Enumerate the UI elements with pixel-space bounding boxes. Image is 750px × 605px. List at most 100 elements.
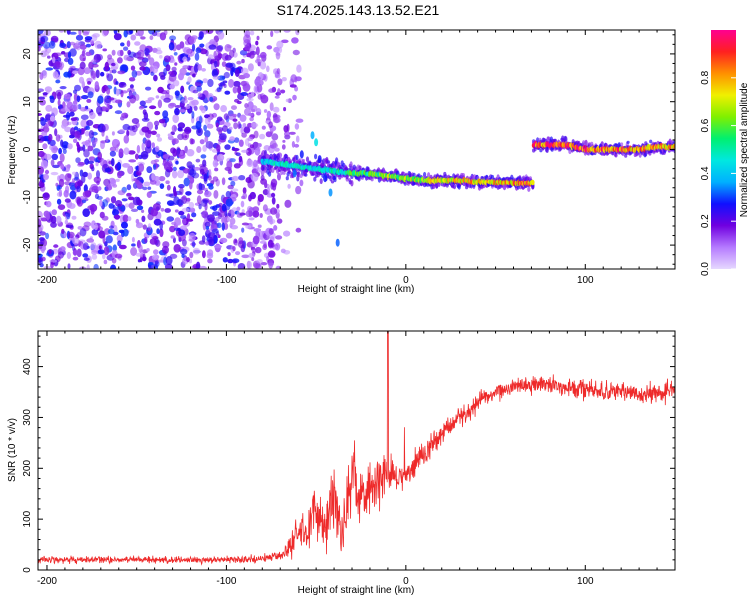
spectrogram-x-tick-label: -100 (216, 275, 236, 286)
spectrogram-ridge-halo (333, 175, 337, 180)
spectrogram-noise-cell (187, 97, 194, 101)
spectrogram-noise-cell (265, 131, 273, 138)
spectrogram-noise-cell (246, 260, 252, 269)
spectrogram-noise-cell (162, 110, 169, 119)
spectrogram-noise-cell (266, 110, 272, 119)
spectrogram-noise-cell (272, 106, 280, 113)
spectrogram-noise-cell (233, 122, 238, 130)
spectrogram-noise-cell (163, 161, 171, 171)
spectrogram-noise-cell (150, 130, 157, 135)
spectrogram-noise-cell (40, 35, 49, 43)
spectrogram-noise-cell (42, 179, 46, 183)
spectrogram-ridge-halo (649, 139, 653, 144)
spectrogram-ridge-halo (366, 166, 370, 172)
spectrogram-noise-cell (225, 190, 231, 198)
spectrogram-noise-cell (102, 253, 106, 260)
spectrogram-noise-cell (273, 46, 280, 53)
snr-x-tick-label: 0 (403, 576, 409, 587)
spectrogram-noise-cell (54, 128, 58, 137)
spectrogram-noise-cell (101, 130, 105, 137)
spectrogram-noise-cell (53, 244, 59, 248)
spectrogram-noise-cell (268, 218, 276, 224)
spectrogram-noise-cell (141, 142, 145, 152)
spectrogram-noise-cell (201, 210, 209, 219)
spectrogram-noise-cell (78, 30, 82, 36)
spectrogram-noise-cell (242, 187, 247, 194)
spectrogram-noise-cell (256, 259, 263, 264)
spectrogram-noise-cell (90, 242, 97, 250)
spectrogram-noise-cell (62, 148, 67, 154)
spectrogram-noise-cell (82, 31, 90, 36)
spectrogram-noise-cell (239, 114, 247, 122)
spectrogram-noise-cell (147, 130, 152, 134)
spectrogram-noise-cell (102, 235, 106, 244)
spectrogram-noise-cell (149, 238, 158, 245)
spectrogram-ridge-halo (330, 180, 335, 184)
spectrogram-noise-cell (146, 191, 152, 198)
spectrogram-noise-cell (81, 95, 89, 100)
spectrogram-ridge-halo (433, 174, 437, 178)
spectrogram-noise-cell (38, 46, 41, 52)
spectrogram-noise-cell (171, 124, 177, 133)
spectrogram-noise-cell (217, 153, 225, 162)
spectrogram-noise-cell (191, 43, 196, 52)
spectrogram-noise-cell (199, 43, 205, 48)
spectrogram-noise-cell (111, 69, 117, 74)
spectrogram-noise-cell (131, 236, 135, 243)
spectrogram-noise-cell (44, 169, 50, 175)
spectrogram-noise-cell (45, 114, 52, 121)
spectrogram-noise-cell (44, 153, 52, 161)
spectrogram-noise-cell (244, 44, 251, 51)
spectrogram-noise-cell (171, 66, 177, 72)
spectrogram-noise-cell (248, 252, 255, 259)
spectrogram-noise-cell (61, 141, 69, 149)
snr-series-line (38, 331, 675, 566)
spectrogram-ridge-halo (620, 142, 624, 146)
spectrogram-noise-cell (78, 76, 85, 84)
spectrogram-noise-cell (182, 56, 188, 62)
spectrogram-noise-cell (58, 30, 64, 33)
spectrogram-noise-cell (221, 203, 227, 212)
spectrogram-noise-cell (212, 75, 220, 80)
spectrogram-noise-cell (50, 159, 55, 167)
spectrogram-noise-cell (108, 97, 115, 101)
spectrogram-noise-cell (102, 48, 107, 52)
spectrogram-noise-cell (207, 175, 212, 181)
spectrogram-noise-cell (160, 207, 165, 212)
spectrogram-noise-cell (236, 100, 242, 105)
spectrogram-noise-cell (76, 45, 81, 51)
spectrogram-noise-cell (271, 133, 279, 141)
spectrogram-noise-cell (75, 34, 84, 41)
spectrogram-noise-cell (128, 196, 135, 201)
spectrogram-noise-cell (83, 67, 91, 75)
spectrogram-noise-cell (66, 111, 70, 121)
spectrogram-noise-cell (49, 259, 58, 263)
spectrogram-noise-cell (178, 210, 185, 216)
spectrogram-noise-cell (187, 76, 192, 84)
spectrogram-noise-cell (209, 96, 214, 102)
spectrogram-noise-cell (143, 181, 151, 187)
spectrogram-noise-cell (49, 95, 54, 100)
spectrogram-noise-cell (83, 257, 90, 261)
spectrogram-noise-cell (242, 81, 250, 88)
spectrogram-noise-cell (75, 157, 81, 164)
spectrogram-noise-cell (45, 212, 50, 221)
spectrogram-noise-cell (126, 40, 131, 47)
spectrogram-noise-cell (156, 228, 160, 235)
spectrogram-noise-cell (180, 248, 188, 255)
spectrogram-y-tick-label: 10 (22, 96, 33, 108)
spectrogram-noise-cell (181, 99, 188, 104)
spectrogram-noise-cell (268, 228, 274, 235)
spectrogram-noise-cell (213, 244, 222, 249)
spectrogram-noise-cell (273, 117, 281, 124)
spectrogram-noise-cell (39, 99, 46, 106)
spectrogram-noise-cell (114, 165, 120, 169)
spectrogram-noise-cell (39, 136, 48, 142)
spectrogram-noise-cell (159, 32, 167, 41)
spectrogram-noise-cell (169, 84, 175, 90)
spectrogram-noise-cell (114, 110, 123, 115)
spectrogram-ridge-halo (624, 154, 628, 158)
spectrogram-noise-cell (203, 187, 208, 191)
spectrogram-noise-cell (289, 131, 296, 135)
spectrogram-noise-cell (199, 31, 205, 39)
